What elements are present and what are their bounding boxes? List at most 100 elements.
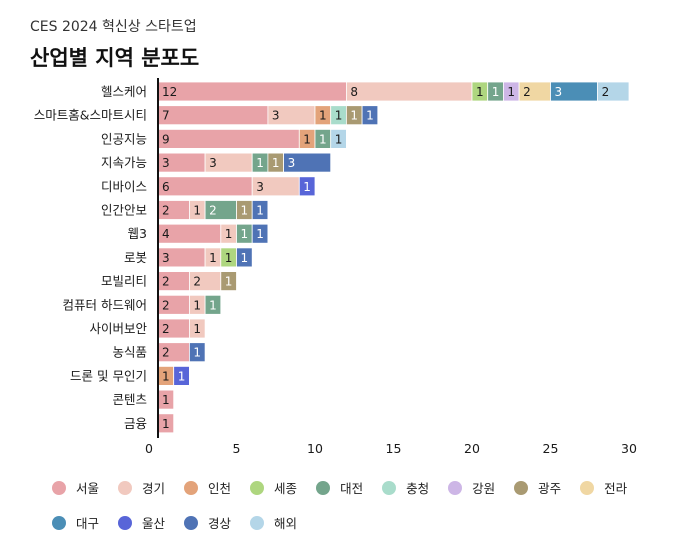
- category-label: 지속가능: [101, 155, 147, 170]
- bar-segment: [251, 223, 269, 244]
- bar-segment: [204, 294, 222, 315]
- data-label: 9: [162, 132, 170, 146]
- bar-segment: [157, 81, 347, 102]
- bar-segment: [597, 81, 630, 102]
- data-label: 1: [476, 85, 484, 99]
- legend-item: 대구: [52, 513, 99, 532]
- category-label: 인간안보: [101, 203, 147, 218]
- data-label: 2: [162, 346, 170, 360]
- data-label: 4: [162, 227, 170, 241]
- data-label: 1: [256, 204, 264, 218]
- x-tick-label: 25: [543, 441, 559, 456]
- legend-item: 광주: [514, 478, 561, 497]
- bar-segment: [330, 128, 347, 149]
- legend-swatch: [52, 480, 66, 495]
- legend-swatch: [250, 480, 265, 495]
- data-label: 2: [193, 275, 201, 289]
- data-label: 1: [193, 346, 201, 360]
- legend-label: 충청: [406, 481, 430, 496]
- bar-segment: [251, 200, 269, 220]
- bar-segment: [298, 176, 316, 197]
- data-label: 1: [335, 132, 343, 146]
- bar-segment: [361, 105, 379, 126]
- category-label: 금융: [124, 416, 147, 431]
- data-label: 1: [303, 132, 311, 146]
- category-label: 농식품: [112, 345, 147, 360]
- legend-swatch: [316, 480, 331, 495]
- legend-label: 전라: [604, 481, 628, 496]
- data-label: 3: [288, 156, 296, 170]
- data-label: 1: [241, 251, 249, 265]
- legend-item: 경기: [118, 478, 165, 497]
- data-label: 1: [193, 204, 201, 218]
- data-label: 1: [193, 322, 201, 336]
- category-label: 컴퓨터 하드웨어: [63, 297, 147, 312]
- category-label: 헬스케어: [101, 84, 147, 99]
- legend-label: 해외: [274, 516, 298, 531]
- data-label: 1: [193, 298, 201, 312]
- legend-label: 인천: [208, 481, 232, 496]
- legend-label: 서울: [76, 481, 100, 496]
- x-tick-label: 10: [307, 441, 323, 456]
- legend-item: 세종: [250, 478, 297, 497]
- data-label: 1: [256, 227, 264, 241]
- legend-swatch: [52, 515, 66, 530]
- data-label: 2: [162, 204, 170, 218]
- chart-title: 산업별 지역 분포도: [30, 46, 200, 70]
- legend-item: 충청: [382, 478, 429, 497]
- legend-swatch: [382, 480, 397, 495]
- data-label: 3: [209, 156, 217, 170]
- bar-segment: [188, 318, 206, 339]
- bar-segment: [345, 81, 473, 102]
- data-label: 1: [507, 85, 515, 99]
- data-label: 1: [256, 156, 264, 170]
- data-label: 1: [178, 369, 186, 383]
- data-label: 8: [350, 85, 358, 99]
- data-label: 2: [162, 298, 170, 312]
- category-label: 콘텐츠: [112, 392, 147, 407]
- x-tick-label: 0: [145, 441, 153, 456]
- bar-segment: [173, 365, 190, 386]
- legend-swatch: [184, 515, 199, 530]
- data-label: 1: [225, 227, 233, 241]
- category-label: 디바이스: [101, 179, 147, 194]
- bar-segment: [157, 105, 269, 126]
- category-label: 드론 및 무인기: [70, 368, 147, 383]
- legend-swatch: [118, 515, 133, 530]
- data-label: 2: [602, 85, 610, 99]
- legend-item: 전라: [580, 478, 627, 497]
- category-label: 모빌리티: [101, 274, 147, 289]
- bar-segment: [157, 176, 253, 197]
- x-tick-label: 15: [386, 441, 402, 456]
- bar-segment: [220, 271, 237, 292]
- legend-swatch: [250, 515, 265, 530]
- data-label: 1: [241, 227, 249, 241]
- legend-swatch: [514, 480, 529, 495]
- data-label: 2: [209, 204, 217, 218]
- legend-swatch: [184, 480, 199, 495]
- data-label: 1: [319, 109, 327, 123]
- data-label: 3: [162, 251, 170, 265]
- data-label: 3: [256, 180, 264, 194]
- legend-swatch: [448, 480, 463, 495]
- data-label: 2: [162, 322, 170, 336]
- data-label: 1: [162, 393, 170, 407]
- legend-label: 경상: [208, 516, 232, 531]
- data-label: 3: [272, 109, 280, 123]
- category-label: 사이버보안: [89, 321, 147, 336]
- category-label: 인공지능: [101, 131, 147, 146]
- data-label: 6: [162, 180, 170, 194]
- legend-item: 대전: [316, 478, 363, 497]
- data-label: 1: [225, 275, 233, 289]
- chart-subtitle: CES 2024 혁신상 스타트업: [30, 19, 197, 35]
- category-label: 스마트홈&스마트시티: [34, 108, 147, 123]
- data-label: 1: [162, 417, 170, 431]
- legend-label: 세종: [274, 481, 298, 496]
- data-label: 1: [225, 251, 233, 265]
- legend-label: 광주: [538, 481, 562, 496]
- bar-segment: [188, 342, 206, 363]
- x-tick-label: 5: [233, 441, 241, 456]
- x-tick-label: 30: [621, 441, 637, 456]
- data-label: 1: [303, 180, 311, 194]
